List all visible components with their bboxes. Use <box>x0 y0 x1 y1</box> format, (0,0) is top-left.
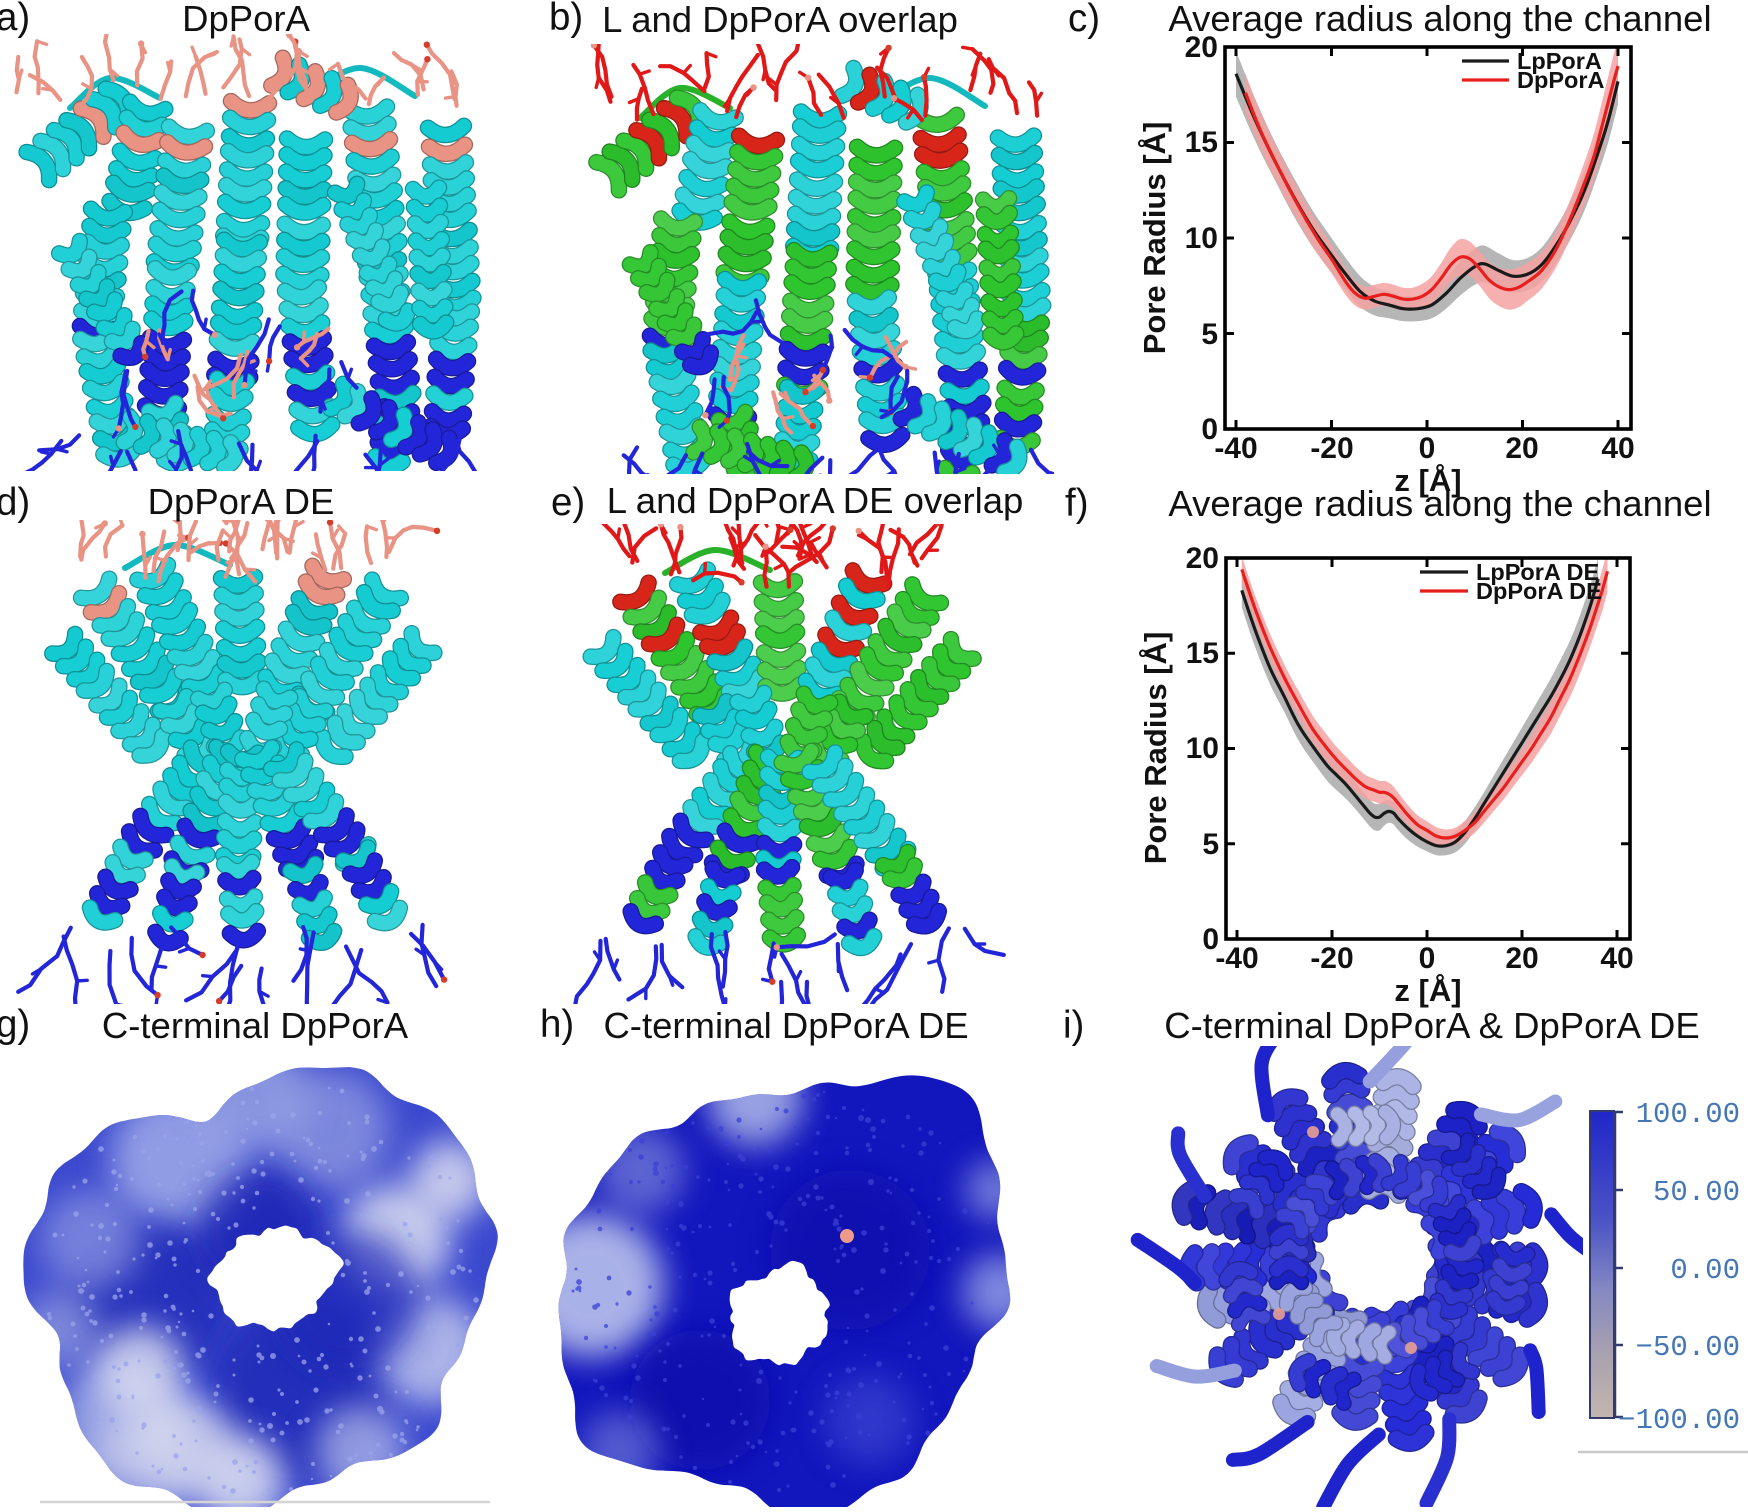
svg-text:b): b) <box>549 0 583 39</box>
svg-text:C-terminal DpPorA DE: C-terminal DpPorA DE <box>603 1005 968 1046</box>
svg-text:0: 0 <box>1202 923 1219 956</box>
svg-text:20: 20 <box>1185 31 1218 64</box>
svg-text:a): a) <box>0 0 30 39</box>
svg-text:f): f) <box>1065 482 1089 525</box>
svg-text:5: 5 <box>1202 828 1219 861</box>
svg-text:e): e) <box>551 481 585 524</box>
svg-text:DpPorA: DpPorA <box>182 0 310 39</box>
svg-text:LpPorA DE: LpPorA DE <box>1476 559 1599 585</box>
svg-text:20: 20 <box>1186 542 1219 575</box>
svg-text:L and DpPorA DE overlap: L and DpPorA DE overlap <box>607 480 1024 521</box>
svg-text:-20: -20 <box>1310 942 1353 975</box>
svg-text:-40: -40 <box>1214 432 1257 465</box>
svg-text:100.00: 100.00 <box>1636 1098 1740 1131</box>
svg-text:−100.00: −100.00 <box>1618 1404 1740 1437</box>
svg-text:0: 0 <box>1419 432 1436 465</box>
svg-text:z [Å]: z [Å] <box>1394 463 1461 498</box>
svg-text:DpPorA: DpPorA <box>1517 67 1605 93</box>
svg-text:0: 0 <box>1201 413 1218 446</box>
svg-text:LpPorA: LpPorA <box>1517 48 1602 74</box>
svg-text:-20: -20 <box>1310 432 1353 465</box>
svg-text:15: 15 <box>1185 126 1218 159</box>
svg-text:DpPorA DE: DpPorA DE <box>1476 578 1602 604</box>
svg-text:Average radius along the chann: Average radius along the channel <box>1168 483 1711 524</box>
svg-text:15: 15 <box>1186 637 1219 670</box>
svg-text:h): h) <box>540 1003 574 1046</box>
svg-text:Pore Radius [Å]: Pore Radius [Å] <box>1137 122 1172 355</box>
svg-text:-40: -40 <box>1215 942 1258 975</box>
svg-text:C-terminal DpPorA: C-terminal DpPorA <box>102 1005 409 1046</box>
svg-text:g): g) <box>0 1003 30 1046</box>
svg-text:L and DpPorA overlap: L and DpPorA overlap <box>602 0 958 40</box>
svg-text:i): i) <box>1063 1004 1084 1047</box>
svg-text:10: 10 <box>1185 222 1218 255</box>
svg-text:40: 40 <box>1601 432 1634 465</box>
svg-text:c): c) <box>1068 0 1100 40</box>
svg-text:20: 20 <box>1505 942 1538 975</box>
svg-text:−50.00: −50.00 <box>1636 1331 1740 1364</box>
svg-text:Average radius along the chann: Average radius along the channel <box>1168 0 1711 39</box>
svg-text:40: 40 <box>1600 942 1633 975</box>
svg-text:5: 5 <box>1201 318 1218 351</box>
svg-text:20: 20 <box>1505 432 1538 465</box>
svg-text:Pore Radius [Å]: Pore Radius [Å] <box>1138 632 1173 865</box>
svg-text:DpPorA DE: DpPorA DE <box>148 481 335 522</box>
svg-text:z [Å]: z [Å] <box>1394 973 1461 1008</box>
svg-text:0: 0 <box>1419 942 1436 975</box>
svg-text:10: 10 <box>1186 732 1219 765</box>
svg-text:50.00: 50.00 <box>1653 1176 1740 1209</box>
svg-text:d): d) <box>0 481 30 524</box>
svg-text:0.00: 0.00 <box>1670 1254 1740 1287</box>
svg-text:C-terminal DpPorA & DpPorA DE: C-terminal DpPorA & DpPorA DE <box>1164 1005 1700 1046</box>
